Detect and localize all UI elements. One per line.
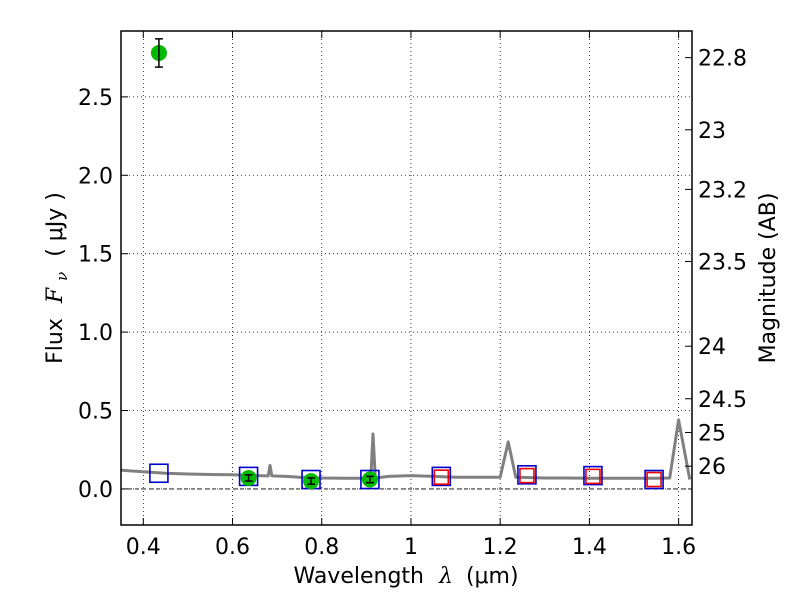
blue-square-marker (149, 463, 169, 484)
blue-square-marker (360, 469, 380, 490)
right-y-tick-label: 24.5 (698, 388, 747, 413)
right-y-axis-label: Magnitude (AB) (756, 193, 781, 364)
y-tick-label: 0.0 (78, 478, 113, 503)
blue-square-marker (644, 469, 664, 490)
x-tick-label: 0.8 (304, 535, 339, 560)
y-tick-label: 2.0 (78, 164, 113, 189)
y-tick-label: 1.5 (78, 243, 113, 268)
x-tick-label: 1 (404, 535, 418, 560)
blue-square-marker (517, 465, 537, 485)
right-y-tick-label: 23 (698, 119, 726, 144)
right-y-tick-label: 26 (698, 455, 726, 480)
blue-square-marker (431, 466, 452, 487)
plot-frame (120, 30, 693, 526)
x-tick-label: 1.6 (661, 535, 696, 560)
axis-ticks: 0.4 0.6 0.8 1 1.2 1.4 1.6 0.0 0.5 1.0 1.5 2.0 2.5 22.… (78, 31, 747, 560)
y-axis-label: Flux F ν ( μJy ) (43, 192, 73, 364)
right-y-tick-label: 22.8 (698, 47, 747, 72)
plot-area (121, 38, 692, 490)
x-axis-label-unit: (μm) (466, 564, 519, 589)
right-y-tick-label: 23.5 (698, 251, 747, 276)
y-axis-label-text: Flux (43, 318, 68, 364)
blue-square-marker (583, 465, 603, 486)
x-axis-label-text: Wavelength (293, 564, 424, 589)
x-axis-label: Wavelength λ (μm) (293, 564, 518, 589)
red-square-marker (646, 471, 662, 488)
data-marks (121, 38, 692, 490)
x-tick-label: 0.6 (215, 535, 250, 560)
y-axis-label-subscript: ν (53, 272, 71, 281)
red-square-marker (433, 469, 450, 485)
right-y-tick-label: 25 (698, 421, 726, 446)
y-tick-label: 0.5 (78, 400, 113, 425)
x-tick-label: 1.2 (483, 535, 518, 560)
right-y-tick-label: 24 (698, 335, 726, 360)
x-axis-label-symbol: λ (438, 564, 453, 589)
x-tick-label: 0.4 (126, 535, 161, 560)
x-tick-label: 1.4 (572, 535, 607, 560)
y-axis-label-unit: ( μJy ) (43, 192, 68, 257)
red-square-marker (519, 467, 535, 484)
right-y-tick-label: 23.2 (698, 178, 747, 203)
red-square-marker (585, 468, 601, 485)
y-axis-label-symbol: F (43, 287, 68, 304)
y-tick-label: 1.0 (78, 321, 113, 346)
model-spectrum-line (121, 418, 692, 480)
y-tick-label: 2.5 (78, 86, 113, 111)
grid-lines (121, 31, 692, 525)
